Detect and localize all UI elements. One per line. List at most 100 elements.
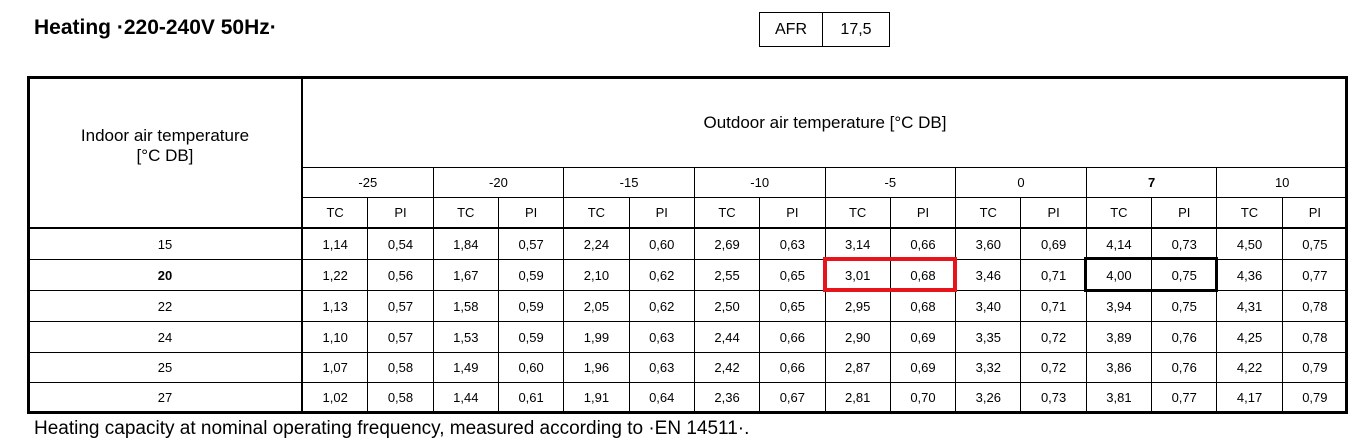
sub-header: TC [563,197,630,229]
value-cell: 0,78 [1281,321,1348,353]
value-cell: 1,14 [302,228,369,260]
value-cell: 1,49 [432,352,499,383]
sub-header: TC [1216,197,1283,229]
outdoor-temp: -10 [693,167,826,198]
value-cell: 3,46 [955,259,1022,291]
value-cell: 2,24 [563,228,630,260]
value-cell: 3,14 [824,228,891,260]
value-cell: 0,75 [1281,228,1348,260]
value-cell: 0,69 [889,352,957,383]
outdoor-temp: -25 [302,167,434,198]
indoor-temp: 25 [28,352,303,383]
value-cell: 3,89 [1085,321,1153,353]
value-cell: 2,55 [693,259,761,291]
value-cell: 3,60 [955,228,1022,260]
sub-header: PI [1281,197,1348,229]
value-cell: 0,69 [889,321,957,353]
value-cell: 1,07 [302,352,369,383]
value-cell: 1,84 [432,228,499,260]
value-cell: 1,10 [302,321,369,353]
value-cell: 0,56 [367,259,434,291]
value-cell: 0,75 [1151,259,1218,291]
value-cell: 0,65 [759,259,826,291]
value-cell: 0,65 [759,290,826,322]
value-cell: 0,57 [367,321,434,353]
sub-header: TC [302,197,369,229]
outdoor-temp: -20 [432,167,565,198]
value-cell: 0,69 [1020,228,1087,260]
value-cell: 0,62 [628,290,695,322]
value-cell: 1,91 [563,382,630,413]
indoor-temp: 24 [28,321,303,353]
value-cell: 1,99 [563,321,630,353]
value-cell: 0,78 [1281,290,1348,322]
value-cell: 4,31 [1216,290,1283,322]
value-cell: 0,76 [1151,352,1218,383]
value-cell: 1,44 [432,382,499,413]
value-cell: 3,81 [1085,382,1153,413]
value-cell: 2,05 [563,290,630,322]
sub-header: PI [367,197,434,229]
indoor-temp: 22 [28,290,303,322]
sub-header: TC [432,197,499,229]
value-cell: 0,58 [367,382,434,413]
value-cell: 0,54 [367,228,434,260]
value-cell: 0,70 [889,382,957,413]
value-cell: 0,57 [367,290,434,322]
value-cell: 0,59 [497,321,565,353]
value-cell: 1,22 [302,259,369,291]
value-cell: 0,62 [628,259,695,291]
title: Heating ·220-240V 50Hz· [34,16,277,39]
value-cell: 0,59 [497,259,565,291]
value-cell: 4,22 [1216,352,1283,383]
value-cell: 2,44 [693,321,761,353]
outdoor-temp: -5 [824,167,957,198]
value-cell: 1,53 [432,321,499,353]
sub-header: PI [497,197,565,229]
value-cell: 4,36 [1216,259,1283,291]
indoor-temp: 27 [28,382,303,413]
value-cell: 0,73 [1020,382,1087,413]
value-cell: 0,63 [628,321,695,353]
value-cell: 0,66 [759,352,826,383]
indoor-header: Indoor air temperature [°C DB] [28,77,303,229]
value-cell: 0,59 [497,290,565,322]
value-cell: 2,95 [824,290,891,322]
value-cell: 0,79 [1281,352,1348,383]
outdoor-temp: 10 [1216,167,1348,198]
sub-header: PI [1020,197,1087,229]
value-cell: 0,77 [1151,382,1218,413]
value-cell: 2,36 [693,382,761,413]
value-cell: 2,90 [824,321,891,353]
value-cell: 0,79 [1281,382,1348,413]
value-cell: 0,61 [497,382,565,413]
outdoor-temp: -15 [563,167,695,198]
value-cell: 1,13 [302,290,369,322]
sub-header: TC [955,197,1022,229]
value-cell: 4,50 [1216,228,1283,260]
value-cell: 0,66 [759,321,826,353]
value-cell: 3,01 [824,259,891,291]
value-cell: 0,60 [497,352,565,383]
value-cell: 0,72 [1020,321,1087,353]
value-cell: 1,96 [563,352,630,383]
value-cell: 0,63 [759,228,826,260]
outdoor-temp: 0 [955,167,1087,198]
value-cell: 2,69 [693,228,761,260]
value-cell: 0,75 [1151,290,1218,322]
value-cell: 2,81 [824,382,891,413]
value-cell: 4,17 [1216,382,1283,413]
value-cell: 4,14 [1085,228,1153,260]
value-cell: 0,64 [628,382,695,413]
value-cell: 0,73 [1151,228,1218,260]
value-cell: 0,58 [367,352,434,383]
afr-value: 17,5 [822,12,890,47]
value-cell: 2,50 [693,290,761,322]
value-cell: 0,63 [628,352,695,383]
value-cell: 0,76 [1151,321,1218,353]
sub-header: TC [824,197,891,229]
sub-header: TC [1085,197,1153,229]
value-cell: 0,68 [889,290,957,322]
value-cell: 1,58 [432,290,499,322]
